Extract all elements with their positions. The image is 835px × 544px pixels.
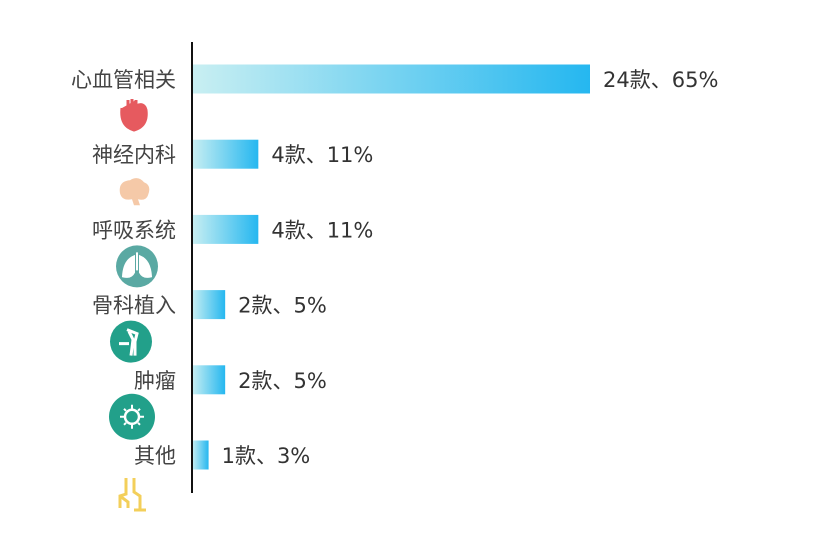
lungs-icon: [116, 245, 158, 288]
dna-chain-icon: [118, 478, 146, 512]
data-label: 4款、11%: [271, 143, 373, 167]
data-label: 2款、5%: [238, 294, 327, 318]
heart-icon: [120, 99, 148, 132]
category-label: 骨科植入: [92, 294, 176, 318]
category-label: 肿瘤: [134, 369, 176, 393]
brain-icon: [119, 178, 150, 206]
bar-5: [192, 440, 209, 470]
data-label: 1款、3%: [222, 444, 311, 468]
bar-2: [192, 214, 259, 244]
data-label: 2款、5%: [238, 369, 327, 393]
category-label: 呼吸系统: [92, 218, 176, 242]
data-label: 24款、65%: [603, 68, 718, 92]
data-label: 4款、11%: [271, 218, 373, 242]
category-label: 其他: [134, 444, 176, 468]
bar-3: [192, 290, 226, 320]
category-label: 神经内科: [92, 143, 176, 167]
bar-4: [192, 365, 226, 395]
bar-1: [192, 139, 259, 169]
bar-0: [192, 64, 590, 94]
bone-joint-icon: [110, 320, 152, 363]
virus-cell-icon: [109, 393, 155, 440]
category-label: 心血管相关: [71, 68, 176, 92]
